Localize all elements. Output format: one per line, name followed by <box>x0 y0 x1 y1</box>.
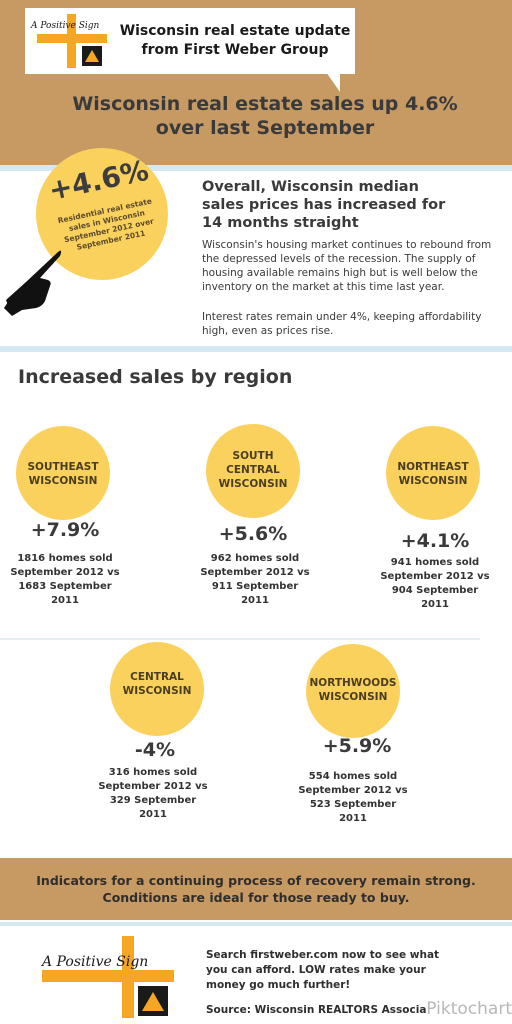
positive-sign-logo: A Positive Sign <box>30 14 107 68</box>
divider-line <box>0 638 480 640</box>
region-circle-south-central <box>206 424 300 518</box>
speech-bubble: A Positive Sign Wisconsin real estate up… <box>25 8 355 74</box>
positive-sign-logo: A Positive Sign <box>40 936 174 1018</box>
regions-title: Increased sales by region <box>18 366 293 388</box>
source-text: Source: Wisconsin REALTORS Association <box>206 1004 426 1016</box>
region-percent-south-central: +5.6% <box>218 523 288 545</box>
region-label-southeast: SOUTHEAST WISCONSIN <box>27 461 99 487</box>
footer-cta: Search firstweber.com now to see what yo… <box>206 949 440 991</box>
speech-tail <box>326 72 340 92</box>
region-detail-southeast: 1816 homes sold September 2012 vs 1683 Se… <box>10 553 120 606</box>
speech-title: Wisconsin real estate update from First … <box>119 23 351 58</box>
summary-paragraph-2: Interest rates remain under 4%, keeping … <box>202 311 482 337</box>
conclusion-band <box>0 858 512 920</box>
region-percent-northeast: +4.1% <box>400 530 470 552</box>
region-detail-northeast: 941 homes sold September 2012 vs 904 Sept… <box>380 557 490 610</box>
svg-text:A Positive Sign: A Positive Sign <box>30 21 100 31</box>
region-label-northwoods: NORTHWOODS WISCONSIN <box>309 677 397 703</box>
region-percent-southeast: +7.9% <box>30 519 100 541</box>
region-circle-central <box>110 642 204 736</box>
piktochart-watermark: Piktochart <box>426 999 512 1019</box>
region-percent-central: -4% <box>134 739 176 761</box>
region-circle-northwoods <box>306 644 400 738</box>
conclusion-text: Indicators for a continuing process of r… <box>36 873 476 905</box>
region-percent-northwoods: +5.9% <box>322 735 392 757</box>
region-detail-south-central: 962 homes sold September 2012 vs 911 Sept… <box>200 553 310 606</box>
divider-line <box>0 165 512 171</box>
region-circle-southeast <box>16 426 110 520</box>
pointing-hand-icon <box>4 250 62 316</box>
headline: Wisconsin real estate sales up 4.6% over… <box>72 93 458 139</box>
svg-text:A Positive Sign: A Positive Sign <box>40 954 148 970</box>
divider-line <box>0 922 512 926</box>
summary-paragraph-1: Wisconsin's housing market continues to … <box>202 239 492 293</box>
divider-line <box>0 346 512 352</box>
region-circle-northeast <box>386 426 480 520</box>
region-detail-northwoods: 554 homes sold September 2012 vs 523 Sept… <box>298 771 408 824</box>
region-label-northeast: NORTHEAST WISCONSIN <box>397 461 469 487</box>
region-label-south-central: SOUTH CENTRAL WISCONSIN <box>218 450 288 490</box>
summary-heading: Overall, Wisconsin median sales prices h… <box>202 179 446 231</box>
region-label-central: CENTRAL WISCONSIN <box>122 671 192 697</box>
region-detail-central: 316 homes sold September 2012 vs 329 Sept… <box>98 767 208 820</box>
